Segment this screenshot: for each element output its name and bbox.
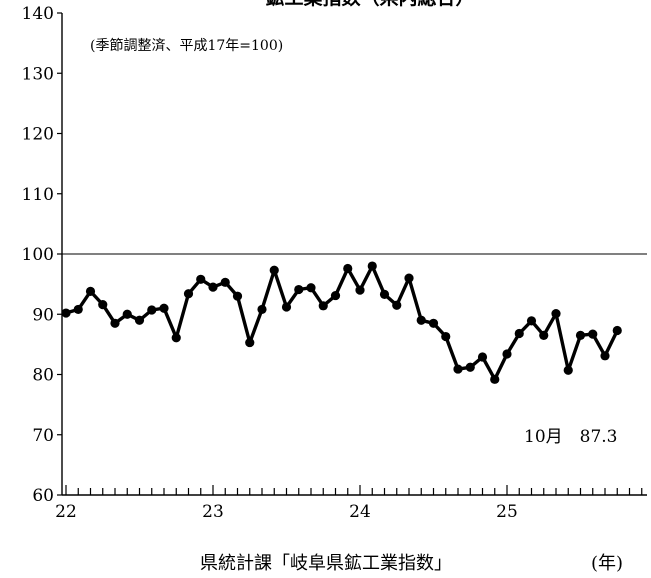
data-point (441, 331, 451, 342)
data-point (600, 351, 610, 361)
data-point (490, 374, 500, 384)
data-point (551, 309, 561, 319)
data-point (428, 318, 439, 328)
data-point (367, 261, 377, 271)
data-point (379, 289, 390, 299)
data-point (85, 286, 96, 296)
data-point (612, 325, 622, 336)
data-point (477, 352, 488, 362)
last-value-annotation: 10月 87.3 (524, 427, 617, 447)
x-tick-label: 24 (349, 502, 371, 522)
data-point (306, 283, 316, 293)
y-tick-label: 80 (32, 366, 54, 386)
y-tick-label: 60 (32, 486, 54, 506)
data-point (196, 274, 206, 284)
data-point (416, 315, 426, 325)
x-tick-label: 22 (55, 502, 77, 522)
data-point (502, 349, 512, 359)
data-point (122, 309, 132, 319)
x-axis-unit: (年) (591, 553, 623, 574)
y-tick-label: 120 (22, 125, 54, 145)
series-line (64, 264, 619, 381)
data-point (588, 329, 598, 339)
data-point (98, 300, 108, 310)
data-point (110, 318, 120, 328)
data-point (392, 300, 402, 310)
data-point (171, 333, 181, 343)
data-point (147, 305, 157, 315)
data-point (220, 277, 230, 287)
data-point (563, 365, 573, 375)
y-tick-label: 130 (22, 64, 54, 84)
data-point (183, 289, 194, 299)
data-point (514, 328, 524, 339)
x-tick-label: 23 (202, 502, 224, 522)
data-point (404, 273, 414, 283)
data-point (294, 284, 304, 295)
data-point (465, 362, 475, 372)
data-point (257, 304, 267, 315)
data-point (453, 364, 463, 374)
plot-area (61, 13, 647, 496)
data-point (575, 330, 586, 340)
data-point (355, 285, 365, 295)
data-point (134, 315, 145, 325)
data-point (159, 303, 169, 313)
chart-title: 鉱工業指数（県内総合） (265, 0, 474, 9)
data-point (318, 301, 328, 311)
data-point (232, 291, 243, 301)
data-point (539, 330, 549, 340)
y-tick-label: 90 (32, 305, 54, 325)
y-tick-label: 140 (22, 4, 54, 24)
data-point (330, 290, 341, 301)
y-tick-label: 110 (22, 185, 54, 205)
data-point (208, 282, 218, 292)
data-point (526, 316, 537, 326)
x-tick-label: 25 (496, 502, 518, 522)
y-tick-label: 100 (22, 245, 54, 265)
data-point (343, 263, 353, 274)
chart-note: (季節調整済、平成17年=100) (90, 37, 283, 54)
data-point (73, 304, 83, 315)
data-point (61, 308, 71, 318)
y-tick-label: 70 (32, 426, 54, 446)
data-point (269, 265, 279, 275)
data-source: 県統計課「岐阜県鉱工業指数」 (200, 553, 452, 574)
data-point (245, 337, 255, 348)
data-point (281, 302, 292, 312)
